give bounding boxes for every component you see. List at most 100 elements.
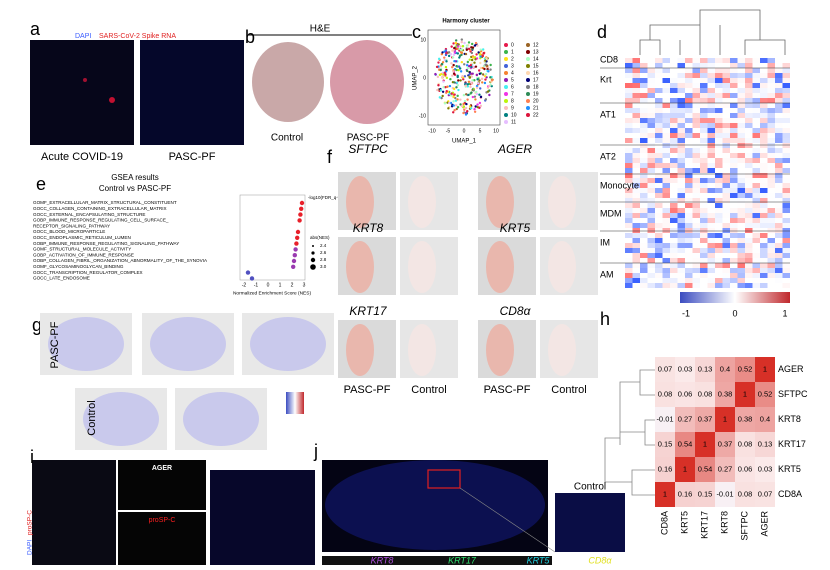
heatmap-cell — [640, 113, 648, 118]
heatmap-cell — [677, 168, 685, 173]
heatmap-cell — [632, 103, 640, 108]
heatmap-cell — [647, 203, 655, 208]
umap-point — [479, 104, 483, 108]
heatmap-cell — [730, 103, 738, 108]
heatmap-cell — [632, 63, 640, 68]
heatmap-cell — [677, 198, 685, 203]
heatmap-cell — [625, 208, 633, 213]
heatmap-cell — [745, 253, 753, 258]
scale-label: 1 — [782, 308, 787, 318]
umap-point — [467, 93, 470, 97]
heatmap-cell — [722, 143, 730, 148]
heatmap-cell — [670, 218, 678, 223]
umap-point — [451, 56, 455, 59]
heatmap-cell — [715, 253, 723, 258]
heatmap-cell — [640, 148, 648, 153]
heatmap-cell — [625, 128, 633, 133]
heatmap-cell — [625, 83, 633, 88]
heatmap-cell — [677, 213, 685, 218]
umap-point — [448, 101, 451, 105]
heatmap-cell — [670, 223, 678, 228]
heatmap-cell — [752, 273, 760, 278]
umap-point — [454, 96, 457, 100]
caption: PASC-PF — [347, 133, 390, 144]
legend-label: 6 — [511, 84, 514, 90]
umap-point — [444, 65, 448, 69]
panel-label: d — [597, 22, 607, 42]
heatmap-cell — [670, 163, 678, 168]
heatmap-cell — [737, 133, 745, 138]
heatmap-cell — [715, 143, 723, 148]
umap-point — [474, 41, 478, 45]
heatmap-cell — [767, 258, 775, 263]
heatmap-cell — [782, 203, 790, 208]
heatmap-cell — [722, 233, 730, 238]
heatmap-cell — [715, 273, 723, 278]
legend-swatch — [504, 57, 508, 61]
heatmap-cell — [655, 78, 663, 83]
heatmap-cell — [640, 193, 648, 198]
heatmap-cell — [737, 83, 745, 88]
heatmap-cell — [625, 243, 633, 248]
heatmap-cell — [647, 273, 655, 278]
corr-cell — [675, 357, 695, 382]
row-label: AM — [600, 269, 614, 279]
heatmap-cell — [685, 213, 693, 218]
heatmap-cell — [670, 268, 678, 273]
heatmap-cell — [625, 148, 633, 153]
heatmap-cell — [640, 188, 648, 193]
heatmap-cell — [752, 143, 760, 148]
heatmap-cell — [745, 233, 753, 238]
heatmap-cell — [625, 138, 633, 143]
gsea-frame — [239, 194, 306, 281]
heatmap-cell — [640, 103, 648, 108]
heatmap-cell — [775, 233, 783, 238]
umap-point — [481, 73, 485, 76]
umap-point — [488, 84, 491, 88]
umap-point — [475, 86, 479, 89]
column-label: KRT17 — [699, 511, 709, 539]
umap-point — [466, 110, 469, 113]
heatmap-cell — [760, 228, 768, 233]
corr-value: 0.13 — [698, 364, 713, 373]
umap-point — [465, 44, 469, 47]
corr-cell — [675, 482, 695, 507]
heatmap-cell — [745, 193, 753, 198]
heatmap-cell — [745, 158, 753, 163]
heatmap-cell — [730, 63, 738, 68]
umap-point — [462, 102, 465, 106]
umap-point — [441, 90, 445, 93]
heatmap-cell — [632, 148, 640, 153]
heatmap-cell — [655, 63, 663, 68]
heatmap-cell — [685, 58, 693, 63]
umap-point — [452, 95, 455, 99]
heatmap-cell — [745, 113, 753, 118]
heatmap-cell — [647, 223, 655, 228]
umap-point — [482, 52, 485, 55]
heatmap-cell — [632, 158, 640, 163]
heatmap-cell — [775, 268, 783, 273]
umap-point — [436, 88, 439, 92]
umap-point — [465, 48, 469, 51]
legend-label: 21 — [533, 105, 539, 111]
heatmap-cell — [715, 258, 723, 263]
heatmap-cell — [700, 98, 708, 103]
umap-point — [437, 57, 441, 61]
heatmap-cell — [730, 93, 738, 98]
heatmap-cell — [662, 113, 670, 118]
heatmap-cell — [700, 108, 708, 113]
heatmap-cell — [775, 218, 783, 223]
heatmap-cell — [685, 158, 693, 163]
heatmap-cell — [700, 123, 708, 128]
heatmap-cell — [670, 83, 678, 88]
umap-point — [448, 92, 451, 96]
heatmap-cell — [677, 218, 685, 223]
umap-point — [462, 93, 466, 97]
heatmap-cell — [737, 258, 745, 263]
heatmap-cell — [647, 103, 655, 108]
legend-label: 16 — [533, 70, 539, 76]
heatmap-cell — [737, 218, 745, 223]
heatmap-cell — [632, 208, 640, 213]
heatmap-cell — [760, 98, 768, 103]
legend-swatch — [526, 78, 530, 82]
